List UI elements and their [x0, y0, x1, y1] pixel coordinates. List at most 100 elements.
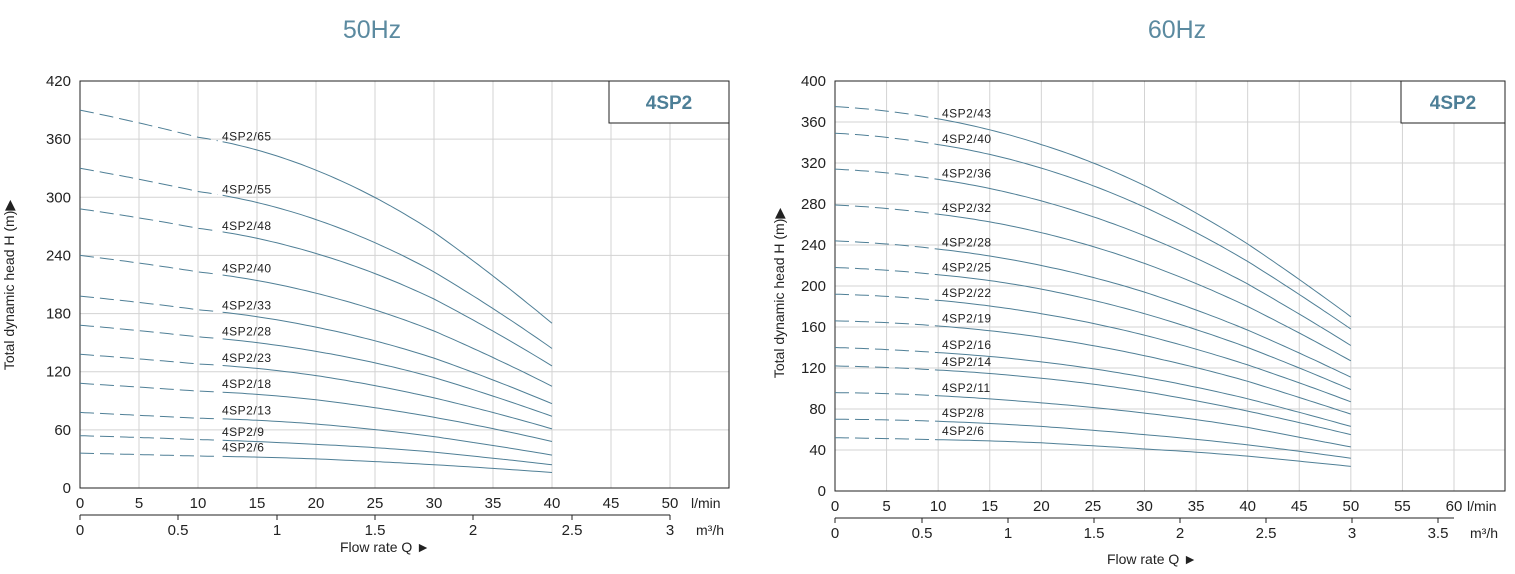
curve-4sp2-48 — [222, 231, 553, 367]
curve-dashed-4sp2-6 — [79, 452, 218, 457]
x-tick-label: 45 — [1291, 498, 1308, 515]
x2-tick-label: 0.5 — [912, 525, 933, 542]
y-tick-label: 300 — [46, 189, 71, 206]
x-tick-label: 30 — [426, 495, 443, 512]
curve-dashed-4sp2-23 — [79, 353, 218, 366]
y-tick-label: 40 — [809, 442, 826, 459]
curve-4sp2-33 — [222, 311, 553, 405]
curve-label: 4SP2/28 — [942, 235, 992, 249]
curve-4sp2-8 — [938, 420, 1351, 459]
y-tick-label: 400 — [801, 73, 826, 90]
curve-dashed-4sp2-25 — [834, 267, 939, 276]
curve-label: 4SP2/28 — [222, 325, 272, 339]
curve-label: 4SP2/23 — [222, 351, 272, 365]
curve-label: 4SP2/6 — [222, 441, 264, 455]
x-tick-label: 5 — [882, 498, 890, 515]
x-tick-label: 5 — [135, 495, 143, 512]
curve-dashed-4sp2-43 — [834, 106, 939, 120]
curve-dashed-4sp2-28 — [834, 240, 939, 250]
curve-4sp2-11 — [938, 395, 1351, 448]
curve-label: 4SP2/8 — [942, 406, 984, 420]
y-tick-label: 160 — [801, 319, 826, 336]
x2-tick-label: 0.5 — [168, 522, 189, 539]
model-badge-label: 4SP2 — [1430, 93, 1476, 114]
y-tick-label: 320 — [801, 155, 826, 172]
x2-tick-label: 1 — [1004, 525, 1012, 542]
curve-dashed-4sp2-40 — [834, 132, 939, 146]
curve-dashed-4sp2-11 — [834, 392, 939, 397]
curve-4sp2-13 — [222, 418, 553, 456]
x-axis-title: Flow rate Q ► — [340, 539, 430, 555]
y-tick-label: 60 — [54, 422, 71, 439]
curve-4sp2-28 — [222, 338, 553, 417]
y-tick-label: 360 — [801, 114, 826, 131]
x-unit-label: l/min — [1467, 498, 1497, 514]
x-tick-label: 10 — [190, 495, 207, 512]
x-tick-label: 15 — [981, 498, 998, 515]
curve-label: 4SP2/18 — [222, 377, 272, 391]
curve-label: 4SP2/19 — [942, 312, 992, 326]
curve-label: 4SP2/40 — [222, 262, 272, 276]
curve-dashed-4sp2-55 — [79, 167, 218, 195]
curve-dashed-4sp2-40 — [79, 254, 218, 275]
y-tick-label: 240 — [46, 247, 71, 264]
x-tick-label: 20 — [1033, 498, 1050, 515]
x2-tick-label: 1.5 — [1084, 525, 1105, 542]
curve-4sp2-36 — [938, 178, 1352, 346]
curve-dashed-4sp2-9 — [79, 435, 218, 441]
chart-title: 50Hz — [343, 16, 401, 44]
curve-dashed-4sp2-22 — [834, 293, 939, 301]
x-tick-label: 35 — [485, 495, 502, 512]
x2-tick-label: 0 — [831, 525, 839, 542]
x-tick-label: 20 — [308, 495, 325, 512]
x-tick-label: 15 — [249, 495, 266, 512]
curve-label: 4SP2/16 — [942, 338, 992, 352]
curve-label: 4SP2/22 — [942, 286, 992, 300]
curve-label: 4SP2/13 — [222, 404, 272, 418]
model-badge-box — [608, 80, 730, 124]
x-tick-label: 45 — [603, 495, 620, 512]
x-tick-label: 40 — [1239, 498, 1256, 515]
curve-dashed-4sp2-28 — [79, 324, 218, 339]
x-tick-label: 60 — [1446, 498, 1463, 515]
curve-4sp2-22 — [938, 299, 1351, 403]
curve-dashed-4sp2-32 — [834, 204, 939, 215]
curve-4sp2-9 — [222, 439, 553, 466]
x2-tick-label: 3 — [1348, 525, 1356, 542]
x2-tick-label: 3 — [666, 522, 674, 539]
x-tick-label: 40 — [544, 495, 561, 512]
curve-dashed-4sp2-33 — [79, 295, 218, 313]
curve-label: 4SP2/33 — [222, 298, 272, 312]
curve-label: 4SP2/6 — [942, 424, 984, 438]
y-tick-label: 80 — [809, 401, 826, 418]
y-tick-label: 240 — [801, 237, 826, 254]
curve-dashed-4sp2-14 — [834, 365, 939, 371]
curve-4sp2-14 — [938, 369, 1351, 436]
y-tick-label: 200 — [801, 278, 826, 295]
model-badge-label: 4SP2 — [646, 93, 692, 114]
x-tick-label: 0 — [76, 495, 84, 512]
curve-label: 4SP2/9 — [222, 425, 264, 439]
curve-label: 4SP2/14 — [942, 355, 992, 369]
x2-unit-label: m³/h — [1470, 525, 1498, 541]
y-axis-title: Total dynamic head H (m)▶ — [1, 200, 17, 371]
curve-dashed-4sp2-36 — [834, 168, 939, 180]
grid — [834, 80, 1505, 492]
curve-dashed-4sp2-8 — [835, 418, 939, 422]
x2-tick-label: 2 — [1176, 525, 1184, 542]
curve-label: 4SP2/43 — [942, 107, 992, 121]
curve-label: 4SP2/36 — [942, 166, 992, 180]
curve-4sp2-65 — [222, 141, 553, 324]
curve-4sp2-40 — [938, 144, 1352, 330]
y-tick-label: 0 — [818, 483, 826, 500]
curve-4sp2-32 — [938, 213, 1352, 362]
y-tick-label: 420 — [46, 73, 71, 90]
x2-tick-label: 0 — [76, 522, 84, 539]
curve-4sp2-19 — [938, 325, 1351, 415]
x-tick-label: 25 — [367, 495, 384, 512]
curve-4sp2-6 — [938, 439, 1351, 467]
x-tick-label: 30 — [1136, 498, 1153, 515]
